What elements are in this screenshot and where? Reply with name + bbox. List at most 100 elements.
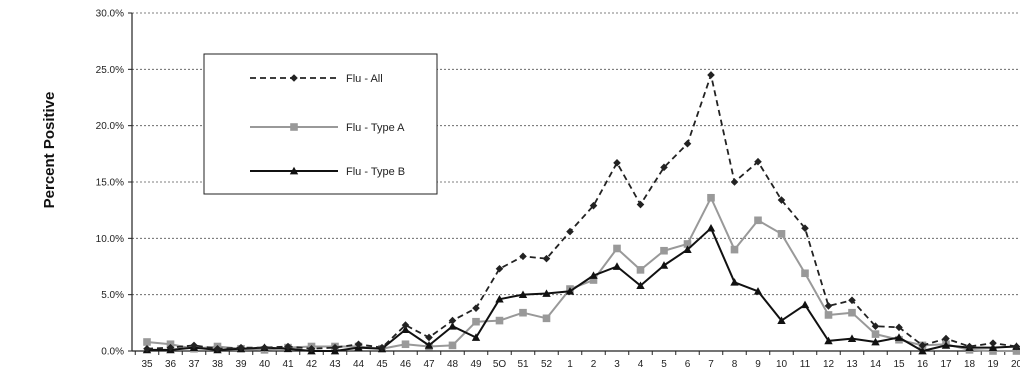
data-point [331, 343, 339, 352]
legend-label: Flu - All [346, 73, 383, 85]
data-point [941, 341, 951, 349]
x-tick-label: 19 [987, 359, 999, 370]
series-flu-all [143, 71, 1020, 353]
x-tick-label: 15 [893, 359, 905, 370]
data-point [918, 341, 927, 350]
data-point [942, 334, 950, 343]
x-tick-label: 17 [940, 359, 952, 370]
y-tick-label: 20.0% [96, 121, 124, 132]
x-tick-label: 10 [776, 359, 788, 370]
data-point [354, 340, 363, 349]
data-point [307, 344, 316, 353]
x-tick-label: 51 [517, 359, 529, 370]
data-point [472, 304, 480, 312]
data-point [895, 323, 903, 332]
y-tick-label: 25.0% [96, 65, 124, 76]
data-point [706, 223, 716, 232]
y-tick-label: 30.0% [96, 9, 124, 20]
x-tick-label: 52 [541, 359, 553, 370]
data-point [401, 321, 410, 329]
data-point [471, 333, 481, 341]
x-tick-label: 18 [964, 359, 976, 370]
data-point [848, 308, 856, 317]
data-point [801, 224, 809, 232]
data-point [424, 341, 434, 349]
x-tick-label: 44 [353, 359, 365, 370]
x-tick-labels: 35 36 37 38 39 40 41 42 43 44 45 46 47 48 49 5O 51 52 1 2 3 4… [141, 359, 1020, 370]
data-point [542, 254, 551, 263]
data-point [707, 193, 715, 202]
x-tick-label: 38 [212, 359, 224, 370]
data-point [495, 316, 504, 325]
x-tick-label: 16 [917, 359, 929, 370]
y-axis-label: Percent Positive [41, 92, 58, 209]
axes [128, 12, 1020, 355]
data-point [753, 287, 763, 295]
data-point [448, 322, 457, 330]
x-tick-label: 9 [755, 359, 761, 370]
data-point [401, 340, 410, 349]
legend-marker [289, 166, 299, 175]
data-point [777, 196, 786, 204]
data-point [848, 296, 856, 305]
data-point [213, 344, 222, 353]
data-point [519, 252, 527, 261]
data-point [730, 178, 739, 186]
data-point [519, 308, 527, 317]
data-point [495, 264, 504, 273]
data-point [660, 246, 668, 255]
x-tick-label: 20 [1011, 359, 1020, 370]
y-tick-labels: 0.0% 5.0% 10.0% 15.0% 20.0% 25.0% 30.0% [96, 9, 124, 358]
data-point [754, 157, 762, 166]
data-point [730, 278, 739, 286]
x-tick-label: 3 [614, 359, 620, 370]
data-point [636, 281, 645, 290]
x-tick-label: 11 [800, 359, 811, 370]
data-point [495, 294, 504, 303]
data-point [260, 343, 269, 352]
data-point [801, 269, 809, 278]
series-flu-type-b [142, 223, 1020, 355]
data-point [589, 276, 598, 284]
data-point [378, 343, 386, 352]
x-tick-label: 12 [823, 359, 835, 370]
x-tick-label: 2 [591, 359, 597, 370]
legend-label: Flu - Type B [346, 166, 405, 178]
data-point [847, 334, 857, 342]
x-tick-label: 5 [661, 359, 667, 370]
data-point [1012, 342, 1020, 351]
data-point [636, 200, 645, 209]
data-point [448, 341, 457, 350]
data-point [237, 343, 245, 352]
data-point [871, 322, 880, 331]
y-tick-label: 0.0% [101, 347, 124, 358]
data-point [683, 240, 692, 248]
data-point [730, 245, 739, 254]
x-tick-label: 47 [423, 359, 435, 370]
data-point [448, 316, 457, 325]
y-tick-label: 5.0% [101, 290, 124, 301]
data-point [707, 71, 715, 79]
x-tick-label: 37 [188, 359, 200, 370]
data-point [683, 245, 692, 253]
data-point [894, 333, 904, 341]
y-tick-label: 10.0% [96, 234, 124, 245]
data-point [613, 244, 621, 253]
data-point [988, 343, 998, 351]
data-point [565, 287, 575, 295]
data-point [143, 344, 151, 353]
data-point [660, 163, 668, 172]
data-point [824, 302, 833, 310]
legend-label: Flu - Type A [346, 122, 405, 134]
data-point [166, 343, 175, 352]
x-tick-label: 13 [846, 359, 858, 370]
data-point [401, 325, 410, 333]
data-point [800, 300, 810, 309]
legend: Flu - All Flu - Type A Flu - Type B [203, 53, 438, 195]
legend-marker [290, 74, 298, 82]
data-point [989, 339, 997, 347]
data-point [754, 216, 762, 225]
data-point [777, 230, 786, 238]
data-point [659, 261, 669, 269]
data-point [566, 227, 574, 236]
